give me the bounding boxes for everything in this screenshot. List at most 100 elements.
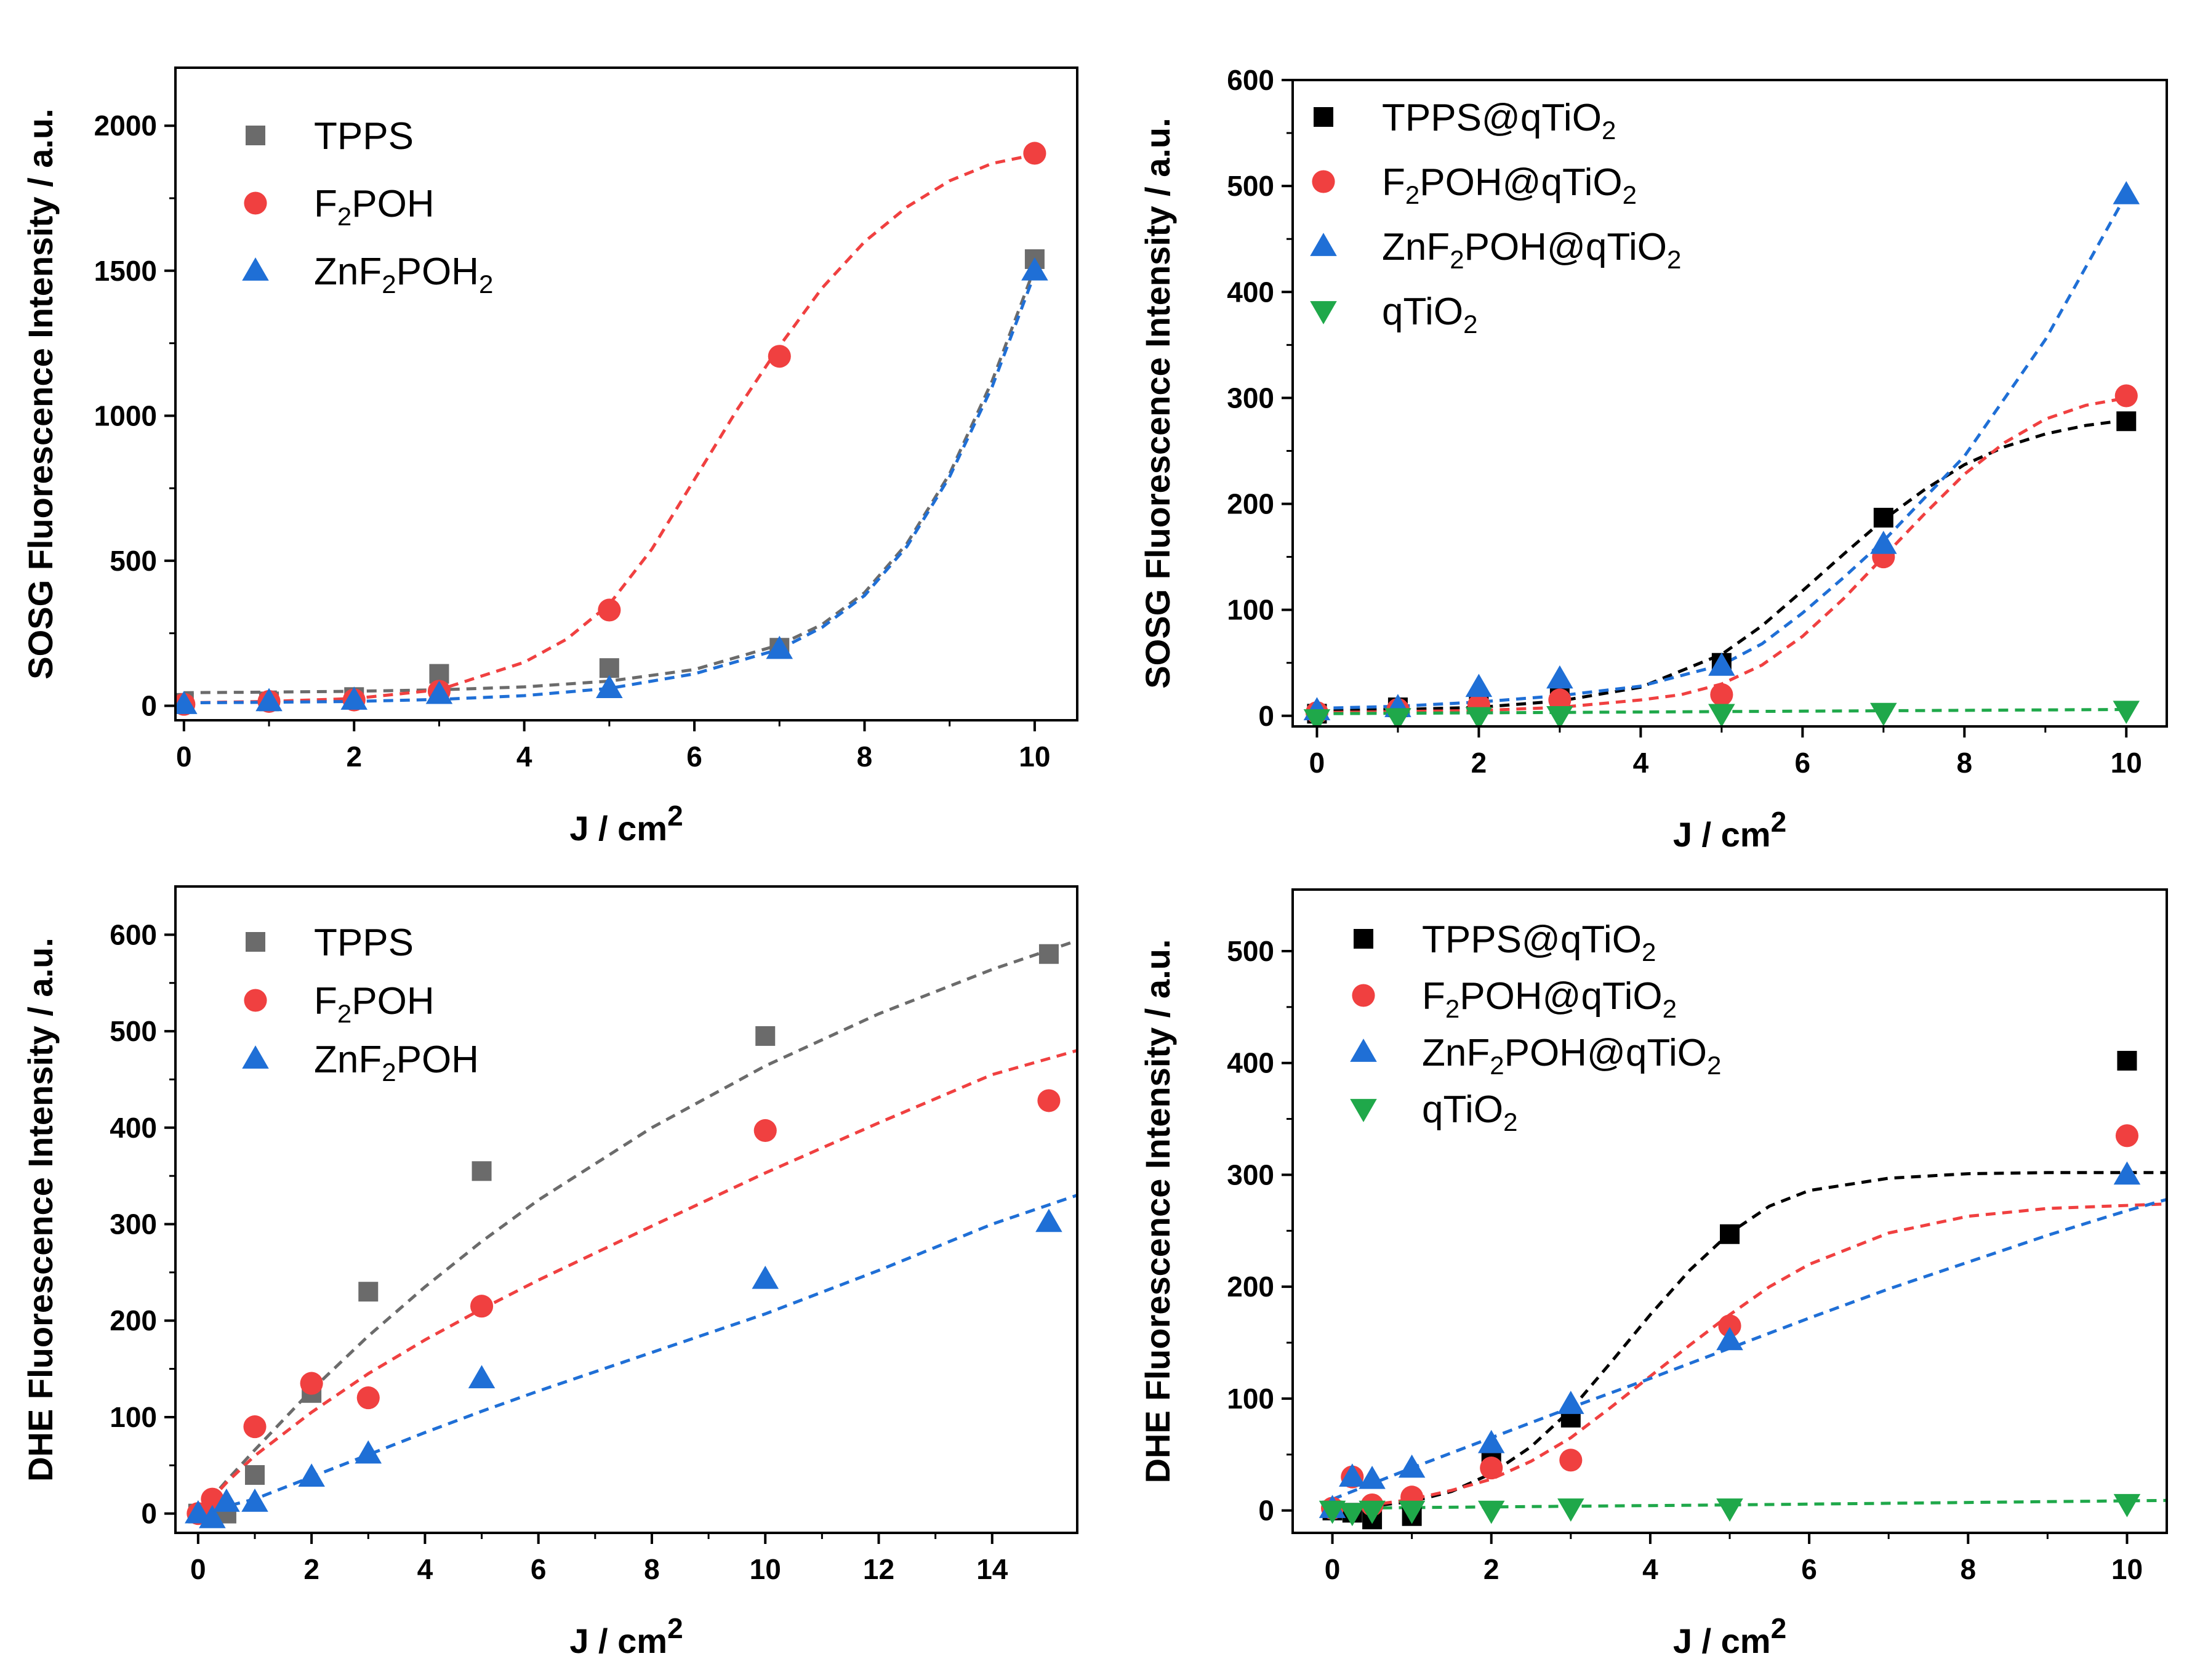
legend-label-F2POH: F2POH [314,183,435,231]
legend: TPPS F2POH ZnF2POH [242,922,479,1087]
data-point-qTiO2 [1303,709,1331,726]
y-axis-title: DHE Fluorescence Intensity / a.u. [21,938,60,1482]
x-tick-label: 0 [176,741,192,773]
data-point-F2POH [300,1372,323,1395]
x-tick-label: 6 [531,1553,547,1585]
y-tick-label: 100 [110,1401,157,1433]
legend-marker-ZnF2POH@qTiO2 [1310,233,1337,256]
data-point-ZnF2POH@qTiO2 [1465,673,1493,697]
x-tick-label: 4 [1633,747,1649,779]
y-tick-label: 200 [1227,488,1274,520]
data-point-F2POH@qTiO2 [1710,683,1733,706]
y-tick-label: 400 [110,1112,157,1144]
x-tick-label: 8 [1960,1553,1976,1585]
x-tick-label: 4 [516,741,532,773]
axes-frame [1291,79,2168,728]
data-point-ZnF2POH [298,1463,325,1487]
y-tick-label: 200 [110,1304,157,1336]
x-tick-label: 0 [1309,747,1325,779]
y-axis-title: SOSG Fluorescence Intensity / a.u. [21,108,60,679]
data-point-ZnF2POH2 [175,691,198,714]
data-point-qTiO2 [1716,1498,1743,1522]
y-tick-label: 300 [110,1208,157,1240]
data-point-F2POH [470,1295,494,1318]
x-tick-label: 2 [1483,1553,1499,1585]
fit-line-ZnF2POH@qTiO2 [1317,193,2128,710]
data-point-ZnF2POH [241,1489,268,1512]
y-tick-label: 2000 [94,110,157,142]
legend-label-qTiO2: qTiO2 [1382,291,1477,339]
data-point-F2POH@qTiO2 [1548,688,1572,712]
x-axis-title: J / cm2 [1673,1612,1786,1660]
data-point-ZnF2POH@qTiO2 [1398,1454,1426,1478]
data-point-qTiO2 [1465,707,1493,726]
fit-line-TPPS [197,939,1077,1515]
data-point-F2POH@qTiO2 [2114,384,2138,408]
data-point-ZnF2POH2 [596,675,623,699]
x-tick-label: 14 [976,1553,1008,1585]
legend-label-ZnF2POH: ZnF2POH [314,1039,479,1087]
y-tick-label: 0 [141,1498,157,1530]
data-point-ZnF2POH [468,1365,496,1389]
legend-marker-F2POH@qTiO2 [1352,984,1375,1007]
x-tick-label: 10 [750,1553,781,1585]
data-point-qTiO2 [1359,1500,1386,1524]
legend-marker-qTiO2 [1310,301,1337,324]
legend-marker-TPPS@qTiO2 [1314,107,1333,127]
data-point-qTiO2 [1319,1500,1346,1524]
x-tick-label: 8 [857,741,873,773]
data-point-ZnF2POH@qTiO2 [1870,531,1897,554]
x-tick-label: 10 [2111,1553,2143,1585]
x-axis-title: J / cm2 [1673,806,1786,854]
axes-frame [174,885,1078,1534]
data-point-F2POH [1037,1089,1061,1112]
fit-line-qTiO2 [1332,1498,2167,1510]
x-tick-label: 12 [863,1553,894,1585]
data-point-TPPS [599,658,619,678]
data-point-qTiO2 [2113,701,2140,725]
legend: TPPS@qTiO2 F2POH@qTiO2 ZnF2POH@qTiO2 qTiO2 [1350,918,1721,1136]
data-point-ZnF2POH@qTiO2 [1339,1463,1366,1487]
fit-line-ZnF2POH [198,1194,1077,1516]
fit-line-F2POH@qTiO2 [1332,1202,2167,1510]
y-tick-label: 300 [1227,1159,1274,1191]
x-tick-label: 2 [303,1553,319,1585]
data-point-F2POH [356,1386,380,1410]
legend-label-F2POH: F2POH [314,980,435,1028]
y-tick-label: 500 [1227,170,1274,202]
data-point-ZnF2POH2 [766,635,793,659]
y-tick-label: 0 [141,689,157,721]
chart-panel-bottom-left: 0 2 4 6 8 10 12 14 0 100 200 300 400 500 600 J / cm2 DHE… [21,885,1078,1660]
axes-frame [174,66,1078,721]
data-point-ZnF2POH2 [425,680,453,704]
data-point-ZnF2POH2 [1021,257,1048,281]
x-tick-label: 0 [190,1553,206,1585]
legend-marker-ZnF2POH2 [242,257,269,281]
data-point-F2POH [243,1415,267,1439]
legend-marker-TPPS@qTiO2 [1354,929,1373,949]
data-point-ZnF2POH [355,1440,382,1464]
data-point-F2POH [768,345,791,368]
data-point-TPPS@qTiO2 [1873,507,1893,528]
data-point-ZnF2POH@qTiO2 [2113,1161,2141,1185]
data-point-ZnF2POH2 [340,686,367,710]
x-tick-label: 10 [2111,747,2142,779]
data-point-ZnF2POH@qTiO2 [1359,1465,1386,1489]
data-point-TPPS [358,1282,379,1302]
data-point-qTiO2 [1557,1498,1584,1522]
legend-label-F2POH@qTiO2: F2POH@qTiO2 [1422,975,1677,1023]
legend-marker-ZnF2POH [242,1045,269,1069]
data-point-TPPS@qTiO2 [2117,1051,2137,1071]
data-point-qTiO2 [1477,1500,1505,1524]
x-tick-label: 2 [1471,747,1487,779]
y-tick-label: 200 [1227,1271,1274,1303]
data-point-F2POH@qTiO2 [1480,1457,1503,1480]
y-tick-label: 0 [1258,1495,1274,1527]
data-point-TPPS [755,1026,776,1046]
data-point-F2POH [753,1119,777,1143]
fit-line-TPPS [183,267,1037,694]
legend-marker-F2POH [244,989,267,1012]
legend-label-F2POH@qTiO2: F2POH@qTiO2 [1382,161,1637,209]
